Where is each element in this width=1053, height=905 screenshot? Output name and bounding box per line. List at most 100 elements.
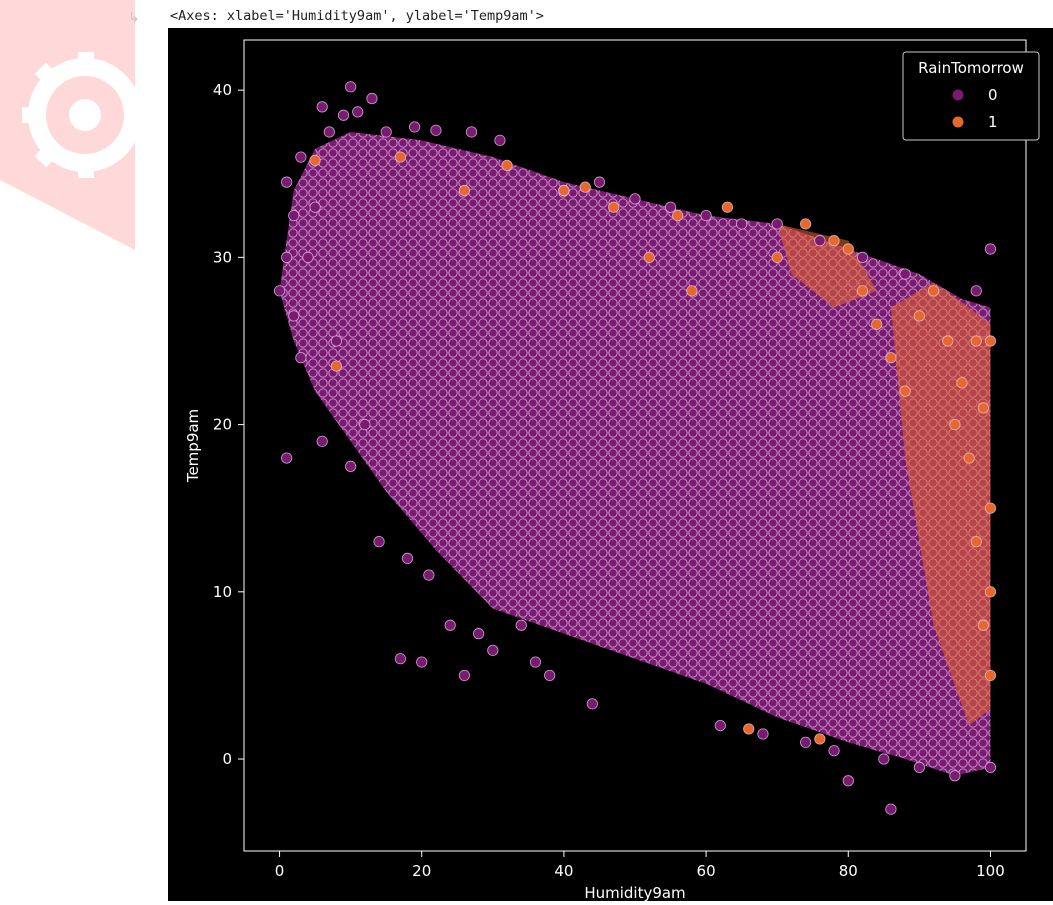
data-point-series-0 xyxy=(295,352,307,364)
data-point-series-1 xyxy=(984,669,997,682)
data-point-series-1 xyxy=(899,385,911,397)
data-point-series-0 xyxy=(430,124,442,136)
x-axis-ticks: 0 20 40 60 80 100 xyxy=(275,851,1005,880)
legend-box xyxy=(902,51,1040,141)
legend-marker-0 xyxy=(952,89,964,101)
data-point-series-1 xyxy=(814,733,826,745)
data-point-series-0 xyxy=(366,92,378,105)
data-point-series-1 xyxy=(458,184,470,197)
output-arrow-icon[interactable]: ↳ xyxy=(128,10,140,26)
data-point-series-1 xyxy=(721,201,734,213)
data-point-series-1 xyxy=(643,251,655,263)
data-point-series-1 xyxy=(984,586,997,598)
data-point-series-0 xyxy=(472,628,485,640)
scatter-figure: 0 20 40 60 80 100 0 10 20 30 40 Humidity9am Temp9… xyxy=(168,28,1053,902)
data-point-series-0 xyxy=(487,644,499,656)
data-point-series-1 xyxy=(743,723,755,735)
data-point-series-0 xyxy=(814,235,826,247)
data-point-series-1 xyxy=(394,151,406,163)
rain-cloud-region xyxy=(890,282,991,726)
data-point-series-1 xyxy=(842,243,854,255)
data-point-series-0 xyxy=(586,698,598,710)
data-point-series-0 xyxy=(714,719,726,732)
data-point-series-0 xyxy=(757,728,769,740)
data-point-series-1 xyxy=(913,310,925,322)
x-tick-label: 80 xyxy=(839,862,858,880)
y-tick-label: 40 xyxy=(213,81,232,99)
data-point-series-1 xyxy=(977,619,989,631)
data-point-series-0 xyxy=(984,761,997,773)
data-point-series-0 xyxy=(544,669,556,682)
data-point-series-0 xyxy=(394,653,406,665)
data-point-series-0 xyxy=(629,193,641,205)
data-point-series-1 xyxy=(608,201,620,213)
data-point-series-0 xyxy=(345,81,357,93)
rain-point-cloud xyxy=(777,223,991,726)
data-point-series-0 xyxy=(423,569,435,581)
data-point-series-1 xyxy=(963,452,975,464)
data-point-series-0 xyxy=(288,209,300,222)
data-point-series-0 xyxy=(771,218,783,230)
data-point-series-0 xyxy=(352,106,364,118)
x-tick-label: 60 xyxy=(697,862,716,880)
y-tick-label: 20 xyxy=(213,416,232,434)
data-point-series-0 xyxy=(281,452,293,464)
data-point-series-0 xyxy=(281,251,293,263)
data-point-series-0 xyxy=(281,176,293,188)
data-point-series-0 xyxy=(529,656,542,668)
data-point-series-1 xyxy=(942,335,954,347)
data-point-series-1 xyxy=(771,251,783,263)
legend-marker-1 xyxy=(952,116,964,128)
data-point-series-0 xyxy=(295,151,307,163)
data-point-series-0 xyxy=(984,243,997,255)
data-point-series-1 xyxy=(885,352,897,364)
x-tick-label: 100 xyxy=(976,862,1005,880)
data-point-series-0 xyxy=(700,209,712,222)
data-point-series-0 xyxy=(736,218,748,230)
data-point-series-1 xyxy=(984,502,997,514)
data-point-series-1 xyxy=(309,154,321,166)
data-point-series-0 xyxy=(273,285,286,297)
data-point-series-0 xyxy=(401,552,414,564)
y-axis-label: Temp9am xyxy=(184,409,202,483)
axes-repr-text: <Axes: xlabel='Humidity9am', ylabel='Tem… xyxy=(170,8,544,24)
data-point-series-0 xyxy=(416,656,428,668)
data-point-series-0 xyxy=(664,201,677,213)
data-point-series-0 xyxy=(345,460,357,473)
x-tick-label: 0 xyxy=(275,862,285,880)
data-point-series-1 xyxy=(871,318,883,330)
y-tick-label: 30 xyxy=(213,248,232,266)
legend-label-1: 1 xyxy=(988,113,998,131)
data-point-series-0 xyxy=(899,268,911,280)
data-point-series-0 xyxy=(970,285,982,297)
data-point-series-0 xyxy=(302,251,314,263)
data-point-series-0 xyxy=(885,803,897,815)
dense-point-cloud xyxy=(279,131,991,776)
data-point-series-0 xyxy=(409,121,421,133)
data-point-series-1 xyxy=(927,285,940,297)
data-point-series-0 xyxy=(878,753,890,765)
y-tick-label: 10 xyxy=(213,583,232,601)
data-point-series-0 xyxy=(444,619,456,631)
data-point-series-0 xyxy=(359,418,371,431)
data-point-series-0 xyxy=(323,126,335,138)
series-1-points xyxy=(309,151,997,745)
data-point-series-0 xyxy=(309,201,321,213)
data-point-series-1 xyxy=(672,209,684,222)
data-point-series-0 xyxy=(913,761,925,773)
data-point-series-0 xyxy=(458,669,470,682)
data-point-series-0 xyxy=(380,126,392,138)
data-point-series-0 xyxy=(288,310,300,322)
y-axis-ticks: 0 10 20 30 40 xyxy=(213,81,244,768)
x-tick-label: 40 xyxy=(554,862,573,880)
y-tick-label: 0 xyxy=(222,750,232,768)
data-point-series-1 xyxy=(800,218,812,230)
legend: RainTomorrow 0 1 xyxy=(902,51,1040,141)
data-point-series-0 xyxy=(800,736,812,748)
data-point-series-0 xyxy=(373,536,385,548)
x-tick-label: 20 xyxy=(412,862,431,880)
data-point-series-1 xyxy=(558,184,570,197)
data-point-series-0 xyxy=(842,775,854,787)
data-point-series-1 xyxy=(984,335,997,347)
